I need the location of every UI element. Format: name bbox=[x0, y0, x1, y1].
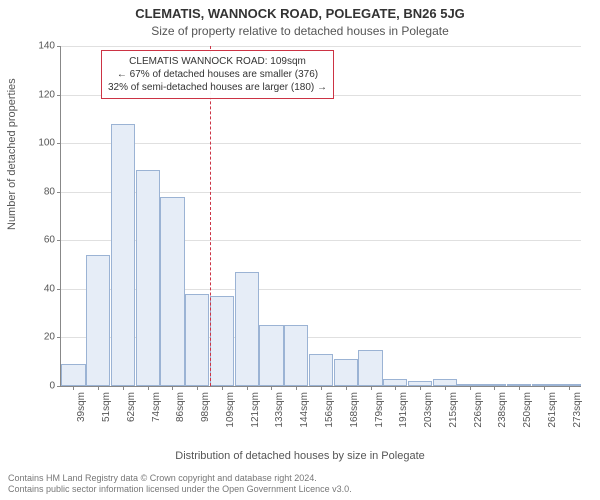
x-tick-label: 215sqm bbox=[448, 392, 459, 428]
x-tick-label: 98sqm bbox=[200, 392, 211, 422]
y-tick-label: 140 bbox=[38, 41, 55, 52]
x-tick-label: 238sqm bbox=[497, 392, 508, 428]
annotation-line1: CLEMATIS WANNOCK ROAD: 109sqm bbox=[108, 55, 327, 68]
x-tick-mark bbox=[321, 386, 322, 390]
x-tick-mark bbox=[247, 386, 248, 390]
footer-line2: Contains public sector information licen… bbox=[8, 484, 592, 496]
x-tick-label: 74sqm bbox=[151, 392, 162, 422]
x-tick-mark bbox=[296, 386, 297, 390]
bar bbox=[61, 364, 85, 386]
x-tick-label: 51sqm bbox=[101, 392, 112, 422]
x-tick-label: 156sqm bbox=[324, 392, 335, 428]
x-tick-label: 133sqm bbox=[274, 392, 285, 428]
annotation-line2: ← 67% of detached houses are smaller (37… bbox=[108, 68, 327, 81]
x-tick-mark bbox=[98, 386, 99, 390]
x-tick-mark bbox=[222, 386, 223, 390]
y-tick-label: 20 bbox=[44, 332, 55, 343]
bar bbox=[309, 354, 333, 386]
bar bbox=[433, 379, 457, 386]
x-tick-label: 226sqm bbox=[473, 392, 484, 428]
annotation-box: CLEMATIS WANNOCK ROAD: 109sqm ← 67% of d… bbox=[101, 50, 334, 99]
y-axis-label: Number of detached properties bbox=[6, 78, 18, 230]
y-tick-label: 120 bbox=[38, 89, 55, 100]
x-tick-mark bbox=[395, 386, 396, 390]
bar bbox=[210, 296, 234, 386]
bar bbox=[284, 325, 308, 386]
annotation-line3: 32% of semi-detached houses are larger (… bbox=[108, 81, 327, 94]
y-tick-label: 100 bbox=[38, 138, 55, 149]
x-tick-label: 86sqm bbox=[175, 392, 186, 422]
x-tick-label: 109sqm bbox=[225, 392, 236, 428]
y-tick-label: 0 bbox=[49, 381, 55, 392]
bar bbox=[259, 325, 283, 386]
x-tick-mark bbox=[544, 386, 545, 390]
bar bbox=[235, 272, 259, 386]
x-tick-label: 261sqm bbox=[547, 392, 558, 428]
y-tick-label: 60 bbox=[44, 235, 55, 246]
footer: Contains HM Land Registry data © Crown c… bbox=[8, 473, 592, 496]
footer-line1: Contains HM Land Registry data © Crown c… bbox=[8, 473, 592, 485]
bar bbox=[136, 170, 160, 386]
chart-title-main: CLEMATIS, WANNOCK ROAD, POLEGATE, BN26 5… bbox=[0, 6, 600, 21]
bar bbox=[160, 197, 184, 386]
x-tick-mark bbox=[172, 386, 173, 390]
x-tick-label: 121sqm bbox=[250, 392, 261, 428]
x-tick-mark bbox=[494, 386, 495, 390]
bar bbox=[185, 294, 209, 386]
y-tick-label: 40 bbox=[44, 283, 55, 294]
x-axis-label: Distribution of detached houses by size … bbox=[0, 450, 600, 462]
x-tick-mark bbox=[123, 386, 124, 390]
x-tick-label: 250sqm bbox=[522, 392, 533, 428]
bar bbox=[334, 359, 358, 386]
bar bbox=[383, 379, 407, 386]
x-tick-mark bbox=[569, 386, 570, 390]
y-tick-label: 80 bbox=[44, 186, 55, 197]
x-tick-mark bbox=[197, 386, 198, 390]
x-tick-label: 203sqm bbox=[423, 392, 434, 428]
x-tick-mark bbox=[271, 386, 272, 390]
x-tick-label: 179sqm bbox=[374, 392, 385, 428]
x-tick-mark bbox=[470, 386, 471, 390]
bar bbox=[358, 350, 382, 386]
x-tick-mark bbox=[371, 386, 372, 390]
bar bbox=[86, 255, 110, 386]
x-tick-mark bbox=[519, 386, 520, 390]
x-tick-label: 191sqm bbox=[398, 392, 409, 428]
x-tick-mark bbox=[346, 386, 347, 390]
x-tick-mark bbox=[420, 386, 421, 390]
x-tick-label: 62sqm bbox=[126, 392, 137, 422]
y-tick-mark bbox=[57, 386, 61, 387]
x-tick-label: 39sqm bbox=[76, 392, 87, 422]
x-tick-mark bbox=[73, 386, 74, 390]
x-tick-mark bbox=[148, 386, 149, 390]
chart-title-sub: Size of property relative to detached ho… bbox=[0, 24, 600, 38]
x-tick-label: 273sqm bbox=[572, 392, 583, 428]
bar bbox=[111, 124, 135, 386]
plot-area: 020406080100120140 CLEMATIS WANNOCK ROAD… bbox=[60, 46, 581, 387]
x-tick-mark bbox=[445, 386, 446, 390]
x-tick-label: 144sqm bbox=[299, 392, 310, 428]
x-tick-label: 168sqm bbox=[349, 392, 360, 428]
